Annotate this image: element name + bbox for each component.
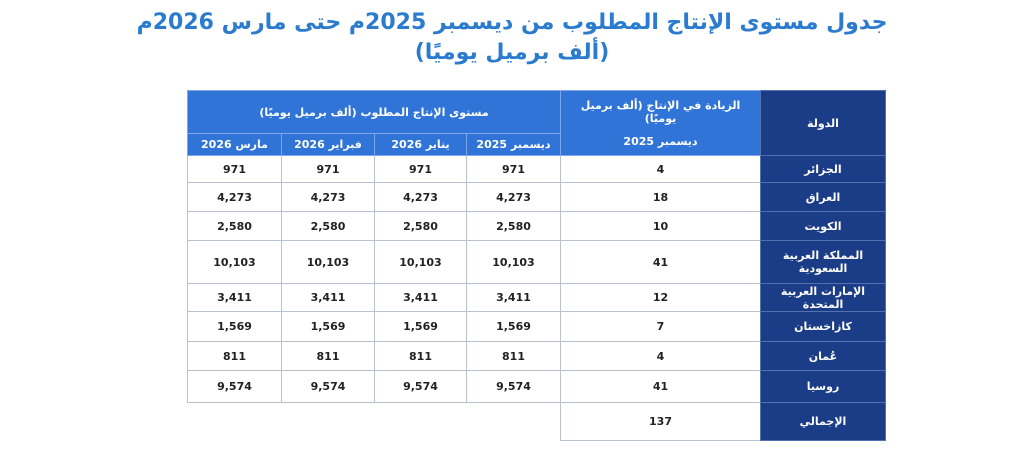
increase-header: الزيادة في الإنتاج (ألف برميل يوميًا) ديس…	[560, 90, 761, 156]
production-cell: 9,574	[374, 370, 467, 403]
data-row: الإمارات العربية المتحدة 12 3,411 3,411 3,41…	[187, 283, 886, 312]
production-cell: 971	[187, 155, 282, 183]
increase-cell: 10	[560, 211, 761, 241]
production-cell: 1,569	[281, 311, 375, 342]
production-cell: 811	[281, 341, 375, 371]
month-header: مارس 2026	[187, 133, 282, 156]
production-cell: 971	[374, 155, 467, 183]
production-cell: 4,273	[187, 182, 282, 212]
production-cell: 10,103	[374, 240, 467, 284]
country-cell: روسيا	[760, 370, 886, 403]
production-cell: 4,273	[374, 182, 467, 212]
data-row: الكويت 10 2,580 2,580 2,580 2,580	[187, 211, 886, 241]
production-cell: 10,103	[281, 240, 375, 284]
month-header: فبراير 2026	[281, 133, 375, 156]
month-header: ديسمبر 2025	[466, 133, 561, 156]
production-cell: 2,580	[281, 211, 375, 241]
data-row: المملكة العربية السعودية 41 10,103 10,103 10…	[187, 240, 886, 284]
data-row: الجزائر 4 971 971 971 971	[187, 155, 886, 183]
production-cell: 811	[374, 341, 467, 371]
production-cell: 9,574	[187, 370, 282, 403]
production-cell: 9,574	[281, 370, 375, 403]
country-cell: المملكة العربية السعودية	[760, 240, 886, 284]
country-cell: كازاخستان	[760, 311, 886, 342]
data-row: روسيا 41 9,574 9,574 9,574 9,574	[187, 370, 886, 403]
month-header: يناير 2026	[374, 133, 467, 156]
increase-cell: 18	[560, 182, 761, 212]
country-cell: الكويت	[760, 211, 886, 241]
month-row: ديسمبر 2025 يناير 2026 فبراير 2026 مارس 202…	[187, 133, 886, 156]
country-cell: عُمان	[760, 341, 886, 371]
blank	[188, 403, 561, 441]
production-cell: 1,569	[187, 311, 282, 342]
increase-cell: 7	[560, 311, 761, 342]
increase-cell: 41	[560, 370, 761, 403]
increase-cell: 41	[560, 240, 761, 284]
production-cell: 9,574	[466, 370, 561, 403]
header-line: ديسمبر 2025	[623, 134, 698, 148]
production-cell: 10,103	[187, 240, 282, 284]
production-header: مستوى الإنتاج المطلوب (ألف برميل يوميًا)	[187, 90, 561, 134]
increase-cell: 12	[560, 283, 761, 312]
production-cell: 3,411	[466, 283, 561, 312]
total-value: 137	[560, 402, 761, 441]
data-row: العراق 18 4,273 4,273 4,273 4,273	[187, 182, 886, 212]
data-row: كازاخستان 7 1,569 1,569 1,569 1,569	[187, 311, 886, 342]
country-header: الدولة	[760, 90, 886, 156]
header-line: الزيادة في الإنتاج (ألف برميل يوميًا)	[580, 98, 741, 125]
header-row: الدولة الزيادة في الإنتاج (ألف برميل يومي…	[187, 90, 886, 156]
title: جدول مستوى الإنتاج المطلوب من ديسمبر 202…	[136, 10, 888, 35]
production-cell: 3,411	[281, 283, 375, 312]
production-cell: 2,580	[187, 211, 282, 241]
production-cell: 2,580	[374, 211, 467, 241]
production-cell: 971	[281, 155, 375, 183]
production-cell: 10,103	[466, 240, 561, 284]
production-cell: 3,411	[187, 283, 282, 312]
country-cell: الجزائر	[760, 155, 886, 183]
production-cell: 811	[187, 341, 282, 371]
total-row: الإجمالي 137	[188, 402, 886, 441]
increase-cell: 4	[560, 341, 761, 371]
country-cell: العراق	[760, 182, 886, 212]
production-cell: 4,273	[281, 182, 375, 212]
production-cell: 2,580	[466, 211, 561, 241]
data-row: عُمان 4 811 811 811 811	[187, 341, 886, 371]
country-cell: الإمارات العربية المتحدة	[760, 283, 886, 312]
production-cell: 3,411	[374, 283, 467, 312]
production-cell: 811	[466, 341, 561, 371]
production-cell: 1,569	[466, 311, 561, 342]
subtitle: (ألف برميل يوميًا)	[414, 40, 610, 65]
production-cell: 971	[466, 155, 561, 183]
increase-cell: 4	[560, 155, 761, 183]
production-table: الدولة الزيادة في الإنتاج (ألف برميل يومي…	[187, 90, 886, 441]
production-cell: 4,273	[466, 182, 561, 212]
production-cell: 1,569	[374, 311, 467, 342]
total-label: الإجمالي	[760, 402, 886, 441]
